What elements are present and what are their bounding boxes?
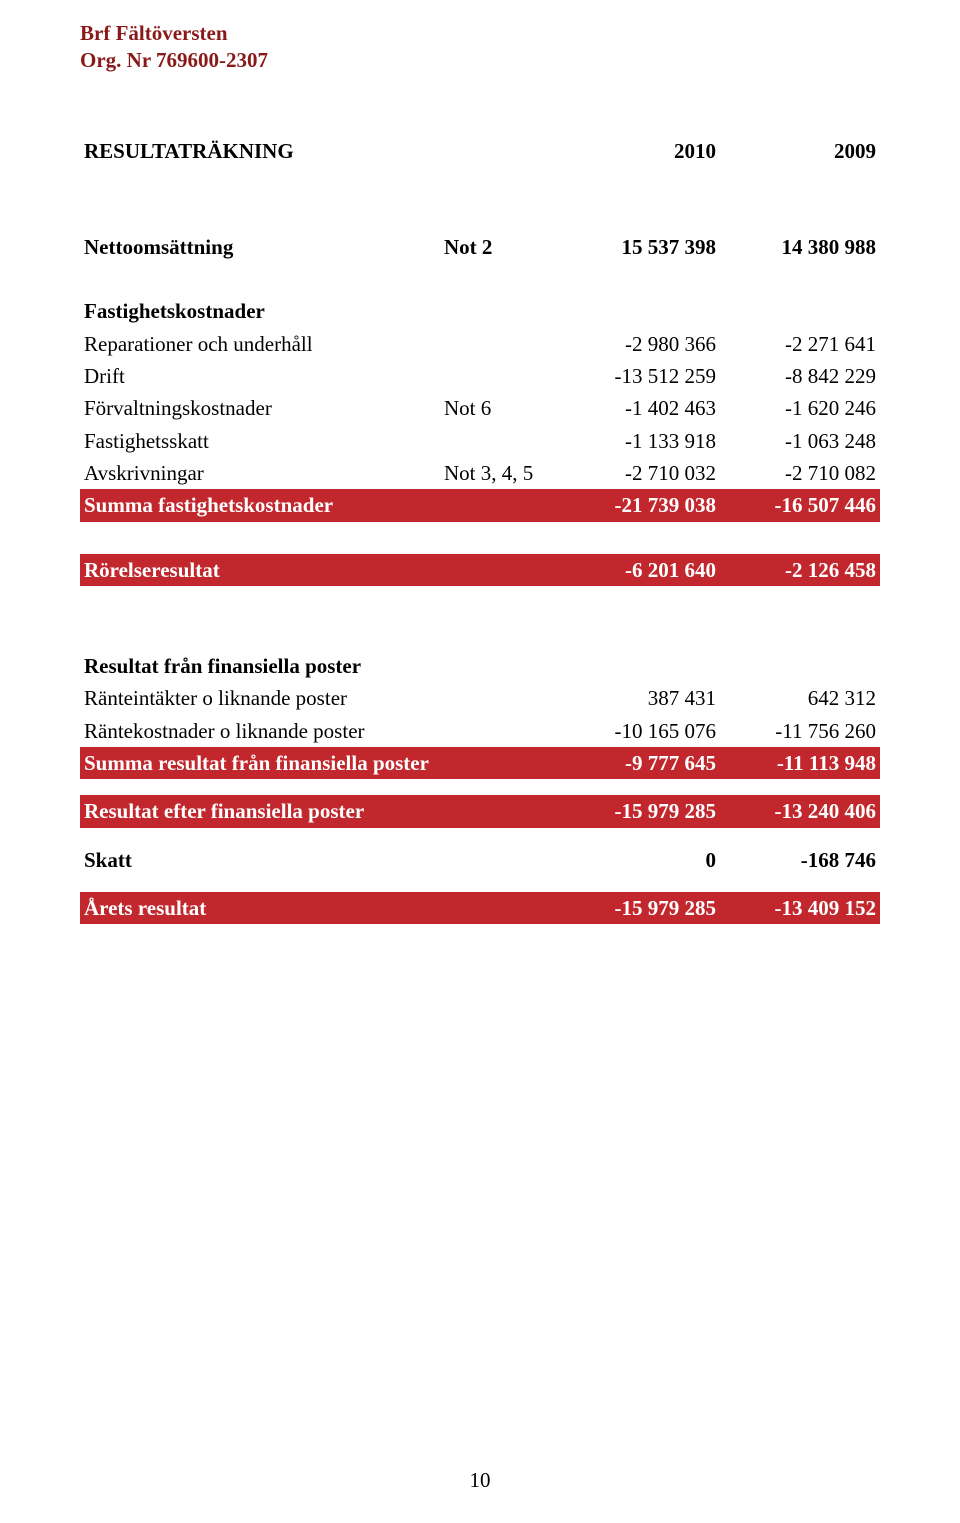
table-row: Räntekostnader o liknande poster -10 165… xyxy=(80,715,880,747)
row-note: Not 6 xyxy=(440,392,560,424)
table-row: Reparationer och underhåll -2 980 366 -2… xyxy=(80,328,880,360)
row-label: Avskrivningar xyxy=(80,457,440,489)
row-value-1: -1 133 918 xyxy=(560,425,720,457)
row-value-1: 15 537 398 xyxy=(560,231,720,263)
row-value-1: 0 xyxy=(560,844,720,876)
table-title-row: RESULTATRÄKNING 2010 2009 xyxy=(80,135,880,167)
row-net-sales: Nettoomsättning Not 2 15 537 398 14 380 … xyxy=(80,231,880,263)
table-row: Förvaltningskostnader Not 6 -1 402 463 -… xyxy=(80,392,880,424)
total-label: Rörelseresultat xyxy=(80,554,440,586)
row-value-2: -8 842 229 xyxy=(720,360,880,392)
row-note: Not 3, 4, 5 xyxy=(440,457,560,489)
total-value-2: -13 240 406 xyxy=(720,795,880,827)
row-note xyxy=(440,425,560,457)
total-label: Summa resultat från finansiella poster xyxy=(80,747,440,779)
row-value-2: -1 063 248 xyxy=(720,425,880,457)
total-value-1: -9 777 645 xyxy=(560,747,720,779)
table-row: Fastighetsskatt -1 133 918 -1 063 248 xyxy=(80,425,880,457)
total-value-1: -15 979 285 xyxy=(560,795,720,827)
org-number: Org. Nr 769600-2307 xyxy=(80,47,880,74)
total-value-2: -11 113 948 xyxy=(720,747,880,779)
heading-label: Fastighetskostnader xyxy=(80,295,440,327)
total-value-2: -16 507 446 xyxy=(720,489,880,521)
page-number: 10 xyxy=(0,1468,960,1493)
year-col-1: 2010 xyxy=(560,135,720,167)
tax-row: Skatt 0 -168 746 xyxy=(80,844,880,876)
row-value-2: 642 312 xyxy=(720,682,880,714)
table-row: Avskrivningar Not 3, 4, 5 -2 710 032 -2 … xyxy=(80,457,880,489)
result-after-financial-row: Resultat efter finansiella poster -15 97… xyxy=(80,795,880,827)
org-header: Brf Fältöversten Org. Nr 769600-2307 xyxy=(80,20,880,75)
table-row: Drift -13 512 259 -8 842 229 xyxy=(80,360,880,392)
row-value-1: -13 512 259 xyxy=(560,360,720,392)
row-label: Nettoomsättning xyxy=(80,231,440,263)
total-value-2: -13 409 152 xyxy=(720,892,880,924)
row-note xyxy=(440,682,560,714)
row-value-2: -168 746 xyxy=(720,844,880,876)
section-total: Summa resultat från finansiella poster -… xyxy=(80,747,880,779)
document-page: Brf Fältöversten Org. Nr 769600-2307 RES… xyxy=(0,0,960,1523)
row-value-2: -2 710 082 xyxy=(720,457,880,489)
total-value-1: -15 979 285 xyxy=(560,892,720,924)
row-value-2: 14 380 988 xyxy=(720,231,880,263)
table-title: RESULTATRÄKNING xyxy=(80,135,440,167)
row-note xyxy=(440,715,560,747)
row-label: Reparationer och underhåll xyxy=(80,328,440,360)
income-statement-table: RESULTATRÄKNING 2010 2009 Nettoomsättnin… xyxy=(80,135,880,925)
row-label: Drift xyxy=(80,360,440,392)
row-note xyxy=(440,328,560,360)
table-row: Ränteintäkter o liknande poster 387 431 … xyxy=(80,682,880,714)
total-value-2: -2 126 458 xyxy=(720,554,880,586)
row-value-1: -10 165 076 xyxy=(560,715,720,747)
heading-label: Resultat från finansiella poster xyxy=(80,650,440,682)
row-value-1: -2 980 366 xyxy=(560,328,720,360)
operating-result-row: Rörelseresultat -6 201 640 -2 126 458 xyxy=(80,554,880,586)
row-value-2: -2 271 641 xyxy=(720,328,880,360)
row-value-2: -11 756 260 xyxy=(720,715,880,747)
org-name: Brf Fältöversten xyxy=(80,20,880,47)
row-label: Räntekostnader o liknande poster xyxy=(80,715,440,747)
row-note: Not 2 xyxy=(440,231,560,263)
row-label: Ränteintäkter o liknande poster xyxy=(80,682,440,714)
row-label: Fastighetsskatt xyxy=(80,425,440,457)
row-value-2: -1 620 246 xyxy=(720,392,880,424)
row-value-1: -1 402 463 xyxy=(560,392,720,424)
year-col-2: 2009 xyxy=(720,135,880,167)
row-value-1: -2 710 032 xyxy=(560,457,720,489)
total-label: Årets resultat xyxy=(80,892,440,924)
total-label: Summa fastighetskostnader xyxy=(80,489,440,521)
section-total: Summa fastighetskostnader -21 739 038 -1… xyxy=(80,489,880,521)
row-value-1: 387 431 xyxy=(560,682,720,714)
total-label: Resultat efter finansiella poster xyxy=(80,795,440,827)
section-heading: Fastighetskostnader xyxy=(80,295,880,327)
row-label: Skatt xyxy=(80,844,440,876)
section-heading: Resultat från finansiella poster xyxy=(80,650,880,682)
total-value-1: -6 201 640 xyxy=(560,554,720,586)
row-note xyxy=(440,360,560,392)
row-label: Förvaltningskostnader xyxy=(80,392,440,424)
total-value-1: -21 739 038 xyxy=(560,489,720,521)
year-result-row: Årets resultat -15 979 285 -13 409 152 xyxy=(80,892,880,924)
row-note xyxy=(440,844,560,876)
